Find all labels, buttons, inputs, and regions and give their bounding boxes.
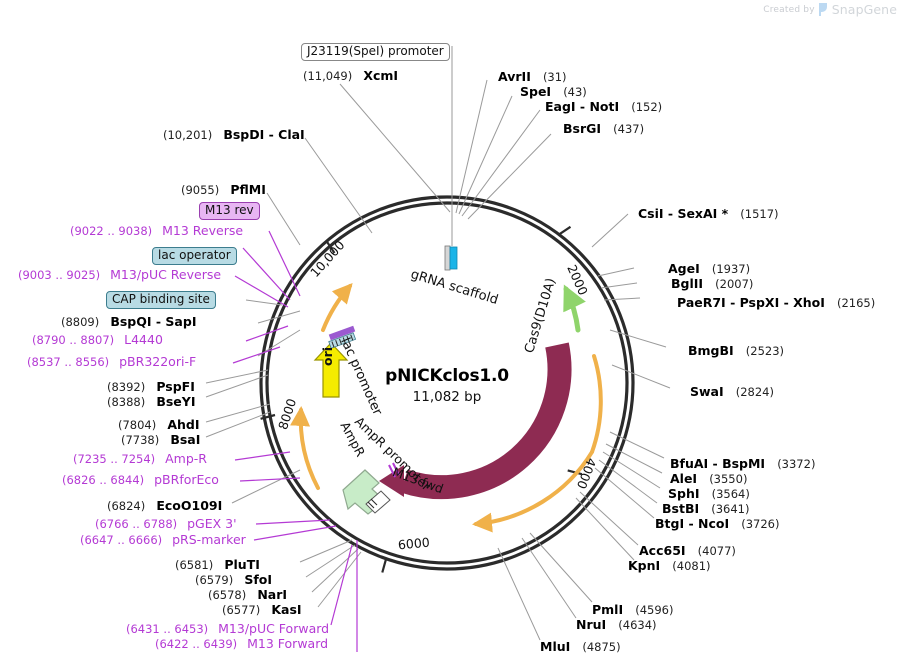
leader-lines-enzymes bbox=[205, 46, 671, 641]
enzyme-label-paer7i-pspxi-xhoi: PaeR7I - PspXI - XhoI (2165) bbox=[677, 295, 876, 310]
feature-grna-scaffold bbox=[444, 215, 458, 271]
enzyme-label-eagi-noti: EagI - NotI (152) bbox=[545, 99, 663, 114]
primer-label-m13-puc-forward: (6431 .. 6453) M13/pUC Forward bbox=[126, 621, 330, 636]
ruler-tick-label-6000: 6000 bbox=[397, 534, 431, 553]
primer-label-amp-r: (7235 .. 7254) Amp-R bbox=[73, 451, 207, 466]
enzyme-label-bspdi-clai: (10,201) BspDI - ClaI bbox=[163, 127, 305, 142]
snapgene-flag-icon bbox=[818, 3, 828, 16]
enzyme-label-nrui: NruI (4634) bbox=[576, 617, 657, 632]
primer-label-pbrforeco: (6826 .. 6844) pBRforEco bbox=[62, 472, 219, 487]
enzyme-label-sphi: SphI (3564) bbox=[668, 486, 750, 501]
enzyme-label-bglii: BglII (2007) bbox=[671, 276, 754, 291]
enzyme-label-bseyi: (8388) BseYI bbox=[107, 394, 196, 409]
enzyme-label-btgi-ncoi: BtgI - NcoI (3726) bbox=[655, 516, 780, 531]
enzyme-label-nari: (6578) NarI bbox=[208, 587, 288, 602]
boxed-label-m13-rev: M13 rev bbox=[199, 202, 260, 220]
backbone-outer-circle bbox=[259, 195, 635, 571]
enzyme-label-xcmi: (11,049) XcmI bbox=[303, 68, 399, 83]
primer-label-pgex-3prime: (6766 .. 6788) pGEX 3' bbox=[95, 516, 237, 531]
enzyme-label-kpni: KpnI (4081) bbox=[628, 558, 711, 573]
watermark-created-by: Created by bbox=[763, 4, 815, 15]
feature-m13-fwd-primer bbox=[388, 462, 400, 478]
enzyme-label-pmli: PmlI (4596) bbox=[592, 602, 674, 617]
feature-label-ori: ori bbox=[320, 346, 335, 366]
enzyme-label-alei: AleI (3550) bbox=[670, 471, 748, 486]
enzyme-label-swai: SwaI (2824) bbox=[690, 384, 774, 399]
enzyme-label-bmgbi: BmgBI (2523) bbox=[688, 343, 785, 358]
primer-label-pbr322ori-f: (8537 .. 8556) pBR322ori-F bbox=[27, 354, 197, 369]
plasmid-title-block: pNICKclos1.0 11,082 bp bbox=[367, 366, 527, 405]
enzyme-label-spei: SpeI (43) bbox=[520, 84, 587, 99]
boxed-label-lac-operator: lac operator bbox=[152, 247, 237, 265]
enzyme-label-bstbi: BstBI (3641) bbox=[662, 501, 750, 516]
watermark-brand: SnapGene bbox=[831, 2, 897, 17]
enzyme-label-pluti: (6581) PluTI bbox=[175, 557, 260, 572]
enzyme-label-acc65i: Acc65I (4077) bbox=[639, 543, 736, 558]
enzyme-label-bsrgi: BsrGI (437) bbox=[563, 121, 645, 136]
enzyme-label-bfuai-bspmi: BfuAI - BspMI (3372) bbox=[670, 456, 816, 471]
enzyme-label-bsai: (7738) BsaI bbox=[121, 432, 201, 447]
enzyme-label-ahdi: (7804) AhdI bbox=[118, 417, 200, 432]
leader-lines-primers bbox=[232, 230, 358, 652]
enzyme-label-pspfi: (8392) PspFI bbox=[107, 379, 195, 394]
enzyme-label-csii-sexai: CsiI - SexAI * (1517) bbox=[638, 206, 779, 221]
ruler-ticks bbox=[260, 225, 583, 573]
enzyme-label-pflmi: (9055) PflMI bbox=[181, 182, 266, 197]
primer-label-l4440: (8790 .. 8807) L4440 bbox=[32, 332, 163, 347]
boxed-label-cap-binding-site: CAP binding site bbox=[106, 291, 216, 309]
primer-label-prs-marker: (6647 .. 6666) pRS-marker bbox=[80, 532, 246, 547]
snapgene-watermark: Created by SnapGene bbox=[763, 2, 897, 17]
enzyme-label-avrii: AvrII (31) bbox=[498, 69, 567, 84]
backbone-inner-circle bbox=[265, 201, 629, 565]
enzyme-label-ecoo109i: (6824) EcoO109I bbox=[107, 498, 223, 513]
feature-ampr-promoter bbox=[365, 490, 391, 514]
plasmid-size: 11,082 bp bbox=[412, 389, 482, 405]
enzyme-label-agei: AgeI (1937) bbox=[668, 261, 751, 276]
primer-label-m13-reverse: (9022 .. 9038) M13 Reverse bbox=[70, 223, 244, 238]
ruler-direction-arcs bbox=[290, 283, 603, 533]
enzyme-label-mlui: MluI (4875) bbox=[540, 639, 621, 654]
feature-arc-light-green bbox=[563, 284, 586, 333]
enzyme-label-bspqi-sapi: (8809) BspQI - SapI bbox=[61, 314, 197, 329]
enzyme-label-sfoi: (6579) SfoI bbox=[195, 572, 273, 587]
feature-lac-promoter bbox=[328, 325, 357, 349]
primer-label-m13-forward: (6422 .. 6439) M13 Forward bbox=[155, 636, 329, 651]
primer-label-m13-puc-reverse: (9003 .. 9025) M13/pUC Reverse bbox=[18, 267, 222, 282]
enzyme-label-kasi: (6577) KasI bbox=[222, 602, 302, 617]
boxed-label-j23119-promoter: J23119(SpeI) promoter bbox=[301, 43, 450, 61]
plasmid-name: pNICKclos1.0 bbox=[385, 366, 509, 386]
feature-arrow-ori bbox=[313, 342, 349, 398]
